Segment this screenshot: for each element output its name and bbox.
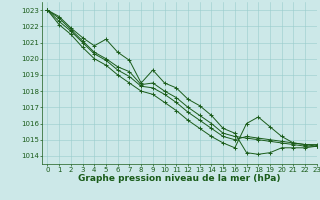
X-axis label: Graphe pression niveau de la mer (hPa): Graphe pression niveau de la mer (hPa)	[78, 174, 280, 183]
